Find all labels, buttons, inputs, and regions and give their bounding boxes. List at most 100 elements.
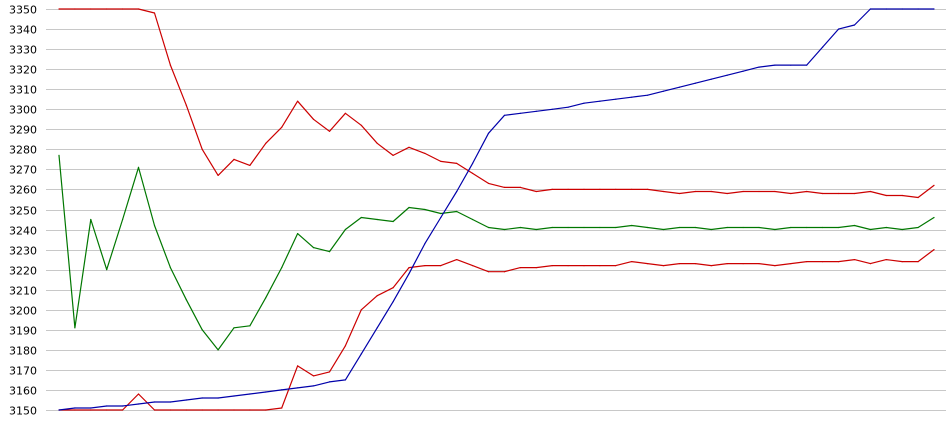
data-point — [567, 265, 569, 267]
series-2 — [58, 249, 935, 411]
data-point — [631, 261, 633, 263]
data-point — [837, 261, 840, 263]
data-point — [853, 24, 856, 26]
data-point — [106, 409, 108, 411]
data-point — [328, 251, 331, 253]
data-point — [74, 327, 76, 329]
y-tick-label: 3290 — [9, 124, 37, 137]
data-point — [917, 8, 919, 10]
series-1 — [58, 154, 935, 351]
series-lines — [58, 8, 935, 411]
data-point — [106, 405, 108, 407]
data-point — [233, 409, 235, 411]
data-point — [615, 226, 617, 229]
data-point — [678, 192, 681, 195]
data-point — [869, 8, 872, 10]
data-point — [631, 96, 633, 98]
data-point — [790, 192, 792, 195]
data-point — [933, 249, 935, 251]
data-point — [344, 345, 346, 347]
data-point — [233, 327, 235, 329]
data-point — [58, 409, 60, 411]
data-point — [853, 259, 856, 261]
data-point — [360, 309, 362, 311]
data-point — [806, 226, 808, 229]
data-point — [774, 265, 776, 267]
data-point — [472, 162, 474, 164]
data-point — [487, 132, 490, 134]
data-point — [742, 190, 744, 193]
data-point — [758, 190, 760, 193]
data-point — [822, 226, 824, 229]
data-point — [901, 194, 903, 197]
y-tick-label: 3280 — [9, 144, 37, 157]
y-tick-label: 3160 — [9, 385, 37, 398]
data-point — [694, 263, 697, 265]
data-point — [694, 190, 697, 193]
data-point — [933, 184, 935, 186]
data-point — [599, 188, 601, 190]
data-point — [758, 226, 760, 229]
data-point — [392, 301, 394, 303]
data-point — [74, 8, 76, 10]
data-point — [662, 228, 665, 231]
data-point — [503, 186, 506, 188]
data-point — [281, 126, 283, 128]
data-point — [774, 190, 776, 193]
data-point — [312, 385, 315, 387]
data-point — [440, 265, 442, 267]
data-point — [790, 263, 792, 265]
data-point — [344, 112, 346, 114]
data-point — [917, 261, 919, 263]
data-point — [678, 86, 681, 88]
data-point — [599, 100, 601, 102]
data-point — [535, 110, 537, 112]
data-point — [169, 64, 171, 66]
y-tick-label: 3350 — [9, 4, 37, 17]
data-point — [487, 226, 490, 229]
data-point — [551, 108, 553, 110]
data-point — [726, 74, 728, 76]
y-tick-label: 3190 — [9, 325, 37, 338]
data-point — [583, 102, 585, 104]
data-point — [774, 64, 776, 66]
data-point — [551, 188, 553, 190]
data-point — [201, 397, 203, 399]
data-point — [137, 403, 140, 405]
data-point — [456, 162, 458, 164]
data-point — [742, 70, 744, 72]
data-point — [440, 216, 442, 219]
data-point — [408, 206, 410, 209]
data-point — [726, 192, 728, 195]
data-point — [901, 8, 903, 10]
data-point — [472, 218, 474, 221]
data-point — [456, 190, 458, 193]
y-tick-label: 3210 — [9, 285, 37, 298]
data-point — [312, 247, 315, 249]
data-point — [599, 265, 601, 267]
data-point — [869, 190, 872, 193]
data-point — [74, 409, 76, 411]
data-point — [662, 190, 665, 193]
data-point — [758, 263, 760, 265]
data-point — [169, 267, 171, 269]
data-point — [885, 8, 887, 10]
data-point — [217, 397, 219, 399]
data-point — [615, 265, 617, 267]
data-point — [519, 226, 522, 229]
data-point — [758, 66, 760, 68]
data-point — [440, 212, 442, 215]
data-point — [647, 226, 649, 229]
data-point — [424, 265, 426, 267]
data-point — [169, 409, 171, 411]
data-point — [408, 267, 410, 269]
y-tick-labels: 3150 3160 3170 3180 3190 3200 3210 3220 3230 3240… — [9, 4, 37, 418]
data-point — [456, 259, 458, 261]
data-point — [297, 387, 299, 389]
data-point — [822, 46, 824, 48]
y-tick-label: 3150 — [9, 405, 37, 418]
data-point — [487, 182, 490, 184]
data-point — [201, 329, 203, 331]
data-point — [281, 267, 283, 269]
